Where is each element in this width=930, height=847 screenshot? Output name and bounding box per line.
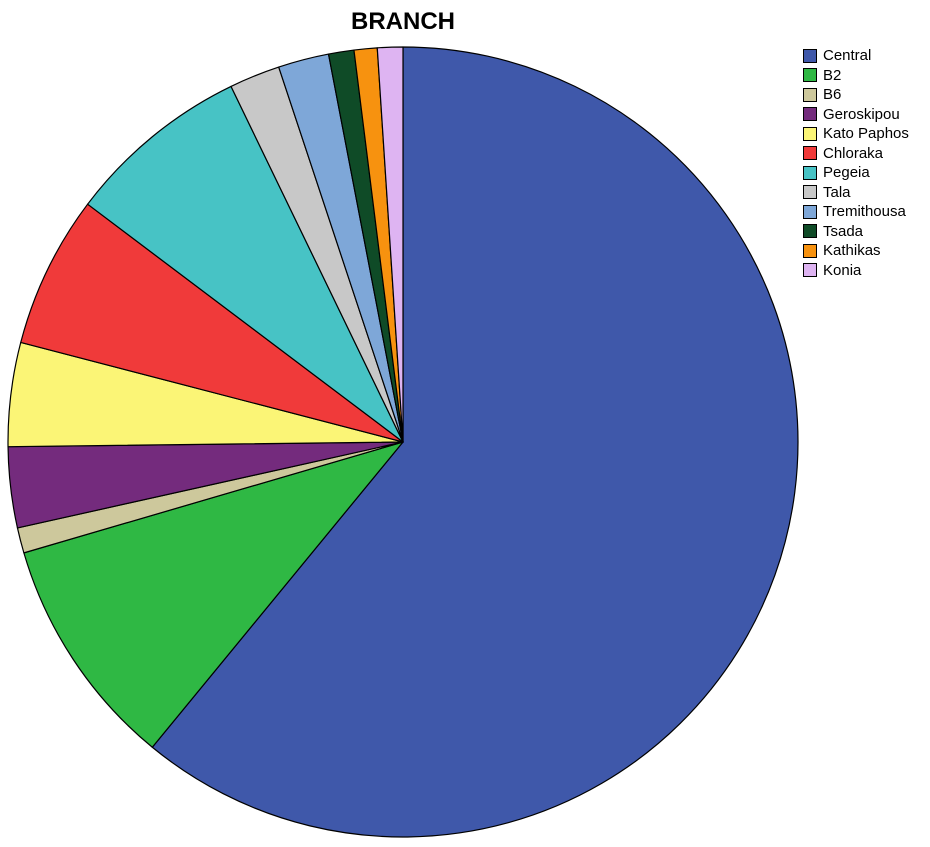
legend-item: Tsada	[803, 222, 909, 242]
legend-swatch	[803, 165, 817, 180]
legend-swatch	[803, 243, 817, 258]
legend-item: Chloraka	[803, 144, 909, 164]
legend-swatch	[803, 146, 817, 161]
legend-swatch	[803, 126, 817, 141]
legend-label: Pegeia	[823, 164, 870, 182]
legend-item: Kato Paphos	[803, 124, 909, 144]
legend-swatch	[803, 48, 817, 63]
legend-swatch	[803, 204, 817, 219]
legend-item: B2	[803, 66, 909, 86]
pie-slice-chloraka	[20, 203, 404, 443]
legend-label: B6	[823, 86, 842, 104]
legend-swatch	[803, 68, 817, 83]
legend-label: Tremithousa	[823, 203, 906, 221]
pie-slice-pegeia	[87, 85, 404, 443]
legend-item: Central	[803, 46, 909, 66]
legend-label: B2	[823, 66, 842, 84]
legend-item: Konia	[803, 261, 909, 281]
legend-label: Geroskipou	[823, 105, 900, 123]
legend-label: Central	[823, 47, 872, 65]
legend-item: Tala	[803, 183, 909, 203]
legend-label: Kato Paphos	[823, 125, 909, 143]
legend-item: Geroskipou	[803, 105, 909, 125]
pie-slice-b2	[23, 441, 404, 748]
legend-label: Kathikas	[823, 242, 881, 260]
legend-item: B6	[803, 85, 909, 105]
legend-swatch	[803, 224, 817, 239]
pie-slices	[7, 46, 799, 838]
legend-swatch	[803, 185, 817, 200]
legend-label: Tala	[823, 183, 851, 201]
legend-label: Chloraka	[823, 144, 884, 162]
legend-label: Konia	[823, 261, 862, 279]
legend-item: Pegeia	[803, 163, 909, 183]
legend-label: Tsada	[823, 222, 864, 240]
pie-slice-central	[151, 46, 799, 838]
legend-swatch	[803, 87, 817, 102]
legend-item: Kathikas	[803, 241, 909, 261]
legend-swatch	[803, 263, 817, 278]
chart-title: BRANCH	[351, 8, 455, 35]
legend-swatch	[803, 107, 817, 122]
pie-slice-konia	[376, 46, 404, 443]
legend-item: Tremithousa	[803, 202, 909, 222]
legend: Central B2 B6 Geroskipou Kato Paphos Chloraka…	[803, 46, 909, 280]
